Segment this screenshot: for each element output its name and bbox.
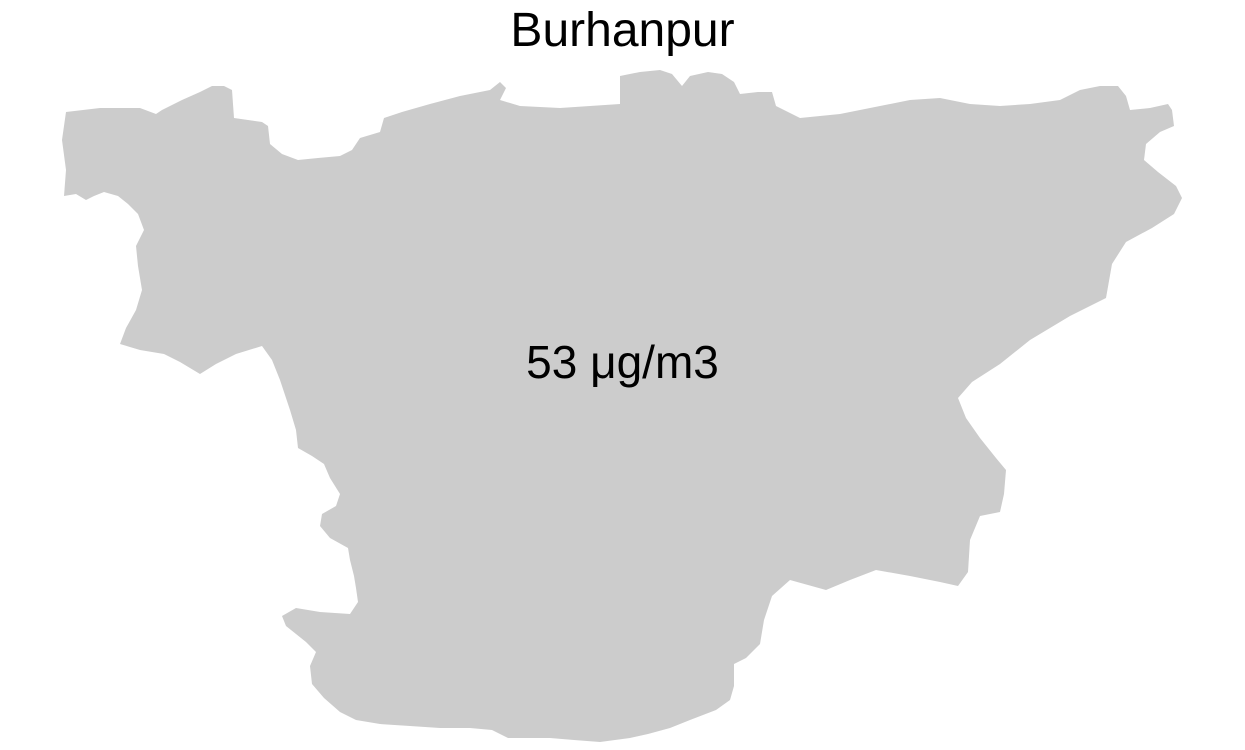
burhanpur-district-region bbox=[62, 70, 1182, 742]
district-value-label: 53 μg/m3 bbox=[526, 336, 719, 388]
map-title: Burhanpur bbox=[510, 4, 735, 57]
